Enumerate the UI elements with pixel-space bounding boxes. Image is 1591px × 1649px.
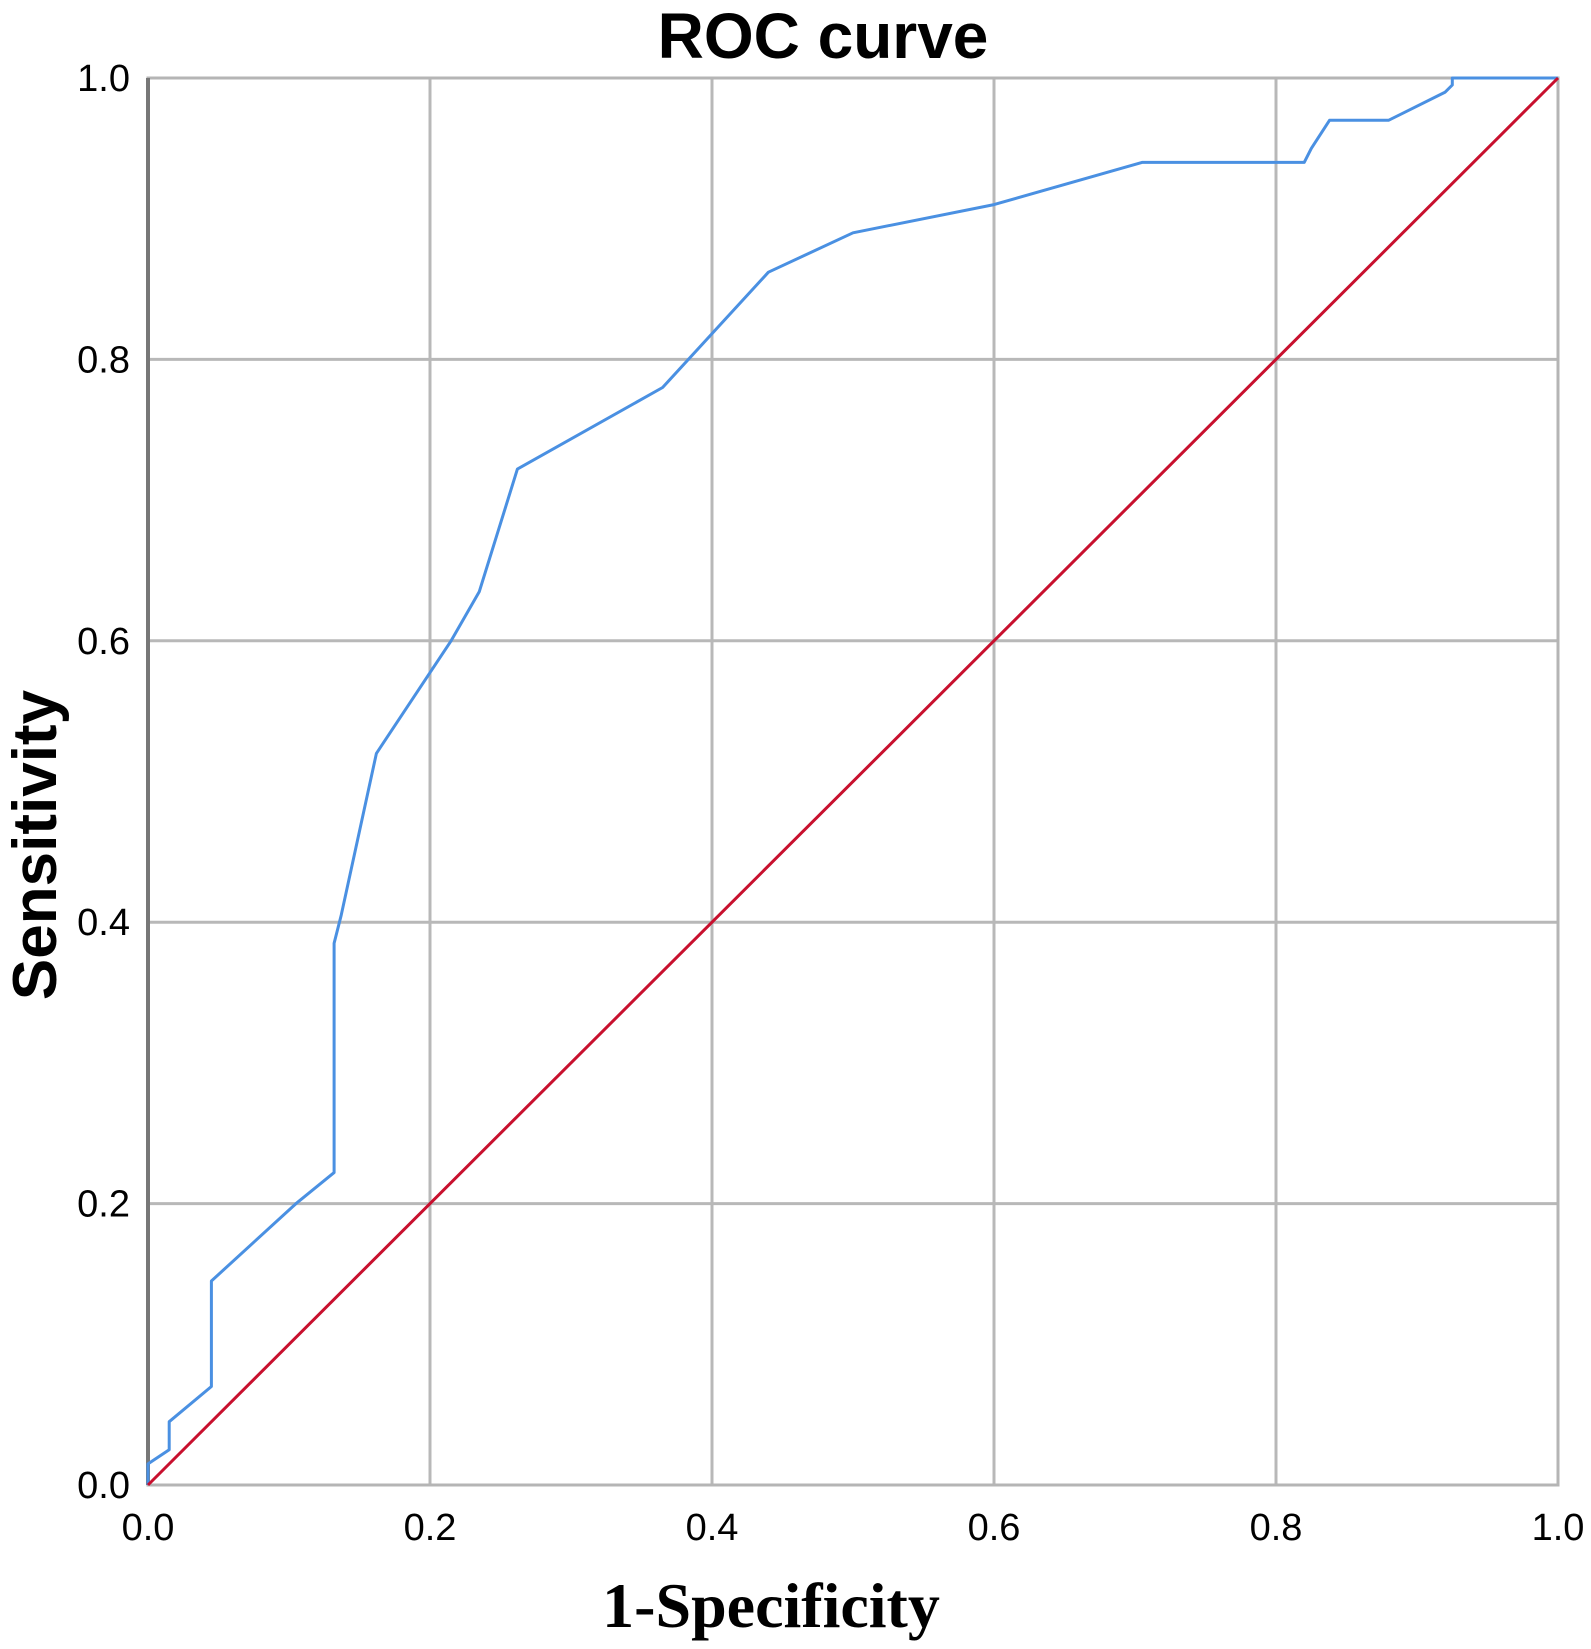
chart-title: ROC curve (658, 0, 989, 72)
y-tick-label: 1.0 (77, 58, 130, 100)
y-tick-label: 0.2 (77, 1184, 130, 1226)
x-axis-label: 1-Specificity (602, 1570, 940, 1641)
y-tick-label: 0.8 (77, 339, 130, 381)
roc-curve-line (146, 76, 1558, 1485)
x-tick-label: 0.2 (404, 1507, 457, 1549)
reference-diagonal-line (146, 76, 1560, 1487)
x-tick-label: 0.0 (122, 1507, 175, 1549)
series-layer (146, 76, 1560, 1487)
x-tick-label: 0.8 (1250, 1507, 1303, 1549)
y-tick-label: 0.4 (77, 902, 130, 944)
x-tick-label: 1.0 (1532, 1507, 1585, 1549)
x-tick-label: 0.6 (968, 1507, 1021, 1549)
y-tick-label: 0.6 (77, 621, 130, 663)
y-axis-label: Sensitivity (1, 689, 70, 1000)
y-tick-label: 0.0 (77, 1465, 130, 1507)
tick-layer: 0.0 0.2 0.4 0.6 0.8 1.0 0.0 0.2 0.4 0.6 0.8 1.0 (77, 58, 1584, 1549)
x-tick-label: 0.4 (686, 1507, 739, 1549)
